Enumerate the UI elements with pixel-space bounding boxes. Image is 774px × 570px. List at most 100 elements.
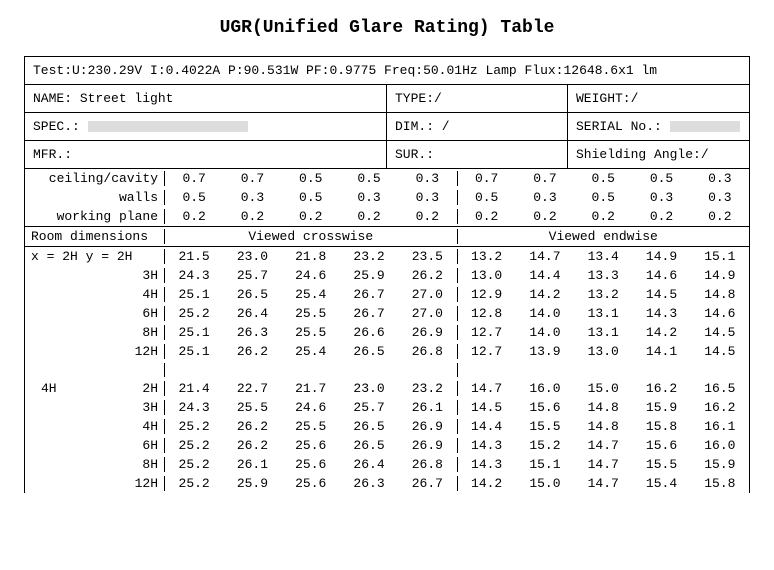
ugr-value: 15.1 [516,457,574,472]
ugr-value: 0.5 [165,190,223,205]
ugr-value: 14.5 [691,344,749,359]
ugr-value: 27.0 [398,306,456,321]
ugr-value: 12.8 [458,306,516,321]
ugr-value: 0.2 [458,209,516,224]
ugr-value: 26.7 [398,476,456,491]
ugr-value: 15.2 [516,438,574,453]
ugr-value: 25.2 [165,457,223,472]
ugr-value: 0.3 [632,190,690,205]
ugr-value: 14.5 [691,325,749,340]
ugr-value: 24.3 [165,400,223,415]
ugr-value: 26.5 [223,287,281,302]
ugr-value: 14.8 [691,287,749,302]
serial-redacted [670,121,740,132]
ugr-value: 26.8 [398,457,456,472]
name-label: NAME: [33,91,72,106]
ugr-value: 14.5 [632,287,690,302]
row-x-label [25,344,95,359]
ugr-value: 0.5 [340,171,398,186]
meta-row-2: SPEC.: DIM.: / SERIAL No.: [25,113,749,141]
ugr-value: 25.2 [165,476,223,491]
ugr-value: 14.8 [574,400,632,415]
row-y-label: 12H [95,476,164,491]
ugr-value: 26.9 [398,438,456,453]
spec-redacted [88,121,248,132]
ugr-value: 12.7 [458,325,516,340]
ugr-value: 25.6 [282,457,340,472]
ugr-value: 27.0 [398,287,456,302]
ugr-value: 13.1 [574,306,632,321]
ugr-value: 26.2 [223,419,281,434]
ugr-value: 26.5 [340,438,398,453]
ugr-table: ceiling/cavity 0.70.70.50.50.30.70.70.50… [24,169,750,493]
ugr-value: 25.4 [282,287,340,302]
ugr-value: 0.2 [398,209,456,224]
ugr-value: 26.4 [223,306,281,321]
ugr-value: 25.7 [340,400,398,415]
ugr-value: 14.7 [574,438,632,453]
ugr-value: 14.2 [632,325,690,340]
ugr-value: 0.7 [223,171,281,186]
row-xy-label: x = 2H y = 2H [25,249,165,264]
mfr-label: MFR.: [25,141,387,168]
ugr-value: 12.9 [458,287,516,302]
ugr-value: 15.5 [632,457,690,472]
row-x-label [25,287,95,302]
ugr-value: 13.2 [574,287,632,302]
ugr-value: 14.5 [458,400,516,415]
ugr-value: 0.5 [282,190,340,205]
ugr-value: 0.5 [458,190,516,205]
ugr-value: 26.2 [398,268,456,283]
ugr-value: 25.6 [282,476,340,491]
ugr-value: 16.2 [632,381,690,396]
ugr-value: 25.9 [223,476,281,491]
ugr-value: 15.6 [516,400,574,415]
test-params: Test:U:230.29V I:0.4022A P:90.531W PF:0.… [25,57,749,85]
row-x-label [25,419,95,434]
ugr-value: 26.8 [398,344,456,359]
ugr-value: 25.2 [165,419,223,434]
header-crosswise: Viewed crosswise [165,229,457,244]
ugr-value: 26.6 [340,325,398,340]
ugr-value: 16.1 [691,419,749,434]
ugr-value: 25.5 [282,306,340,321]
row-y-label: 3H [95,268,164,283]
row-y-label: 3H [95,400,164,415]
ugr-value: 0.3 [398,171,456,186]
ugr-value: 15.0 [516,476,574,491]
ugr-value: 14.9 [632,249,690,264]
row-label-working: working plane [25,209,165,224]
ugr-value: 26.4 [340,457,398,472]
ugr-value: 13.9 [516,344,574,359]
ugr-value: 13.0 [574,344,632,359]
ugr-value: 15.5 [516,419,574,434]
row-y-label: 12H [95,344,164,359]
row-x-label [25,400,95,415]
ugr-value: 16.0 [516,381,574,396]
ugr-value: 0.7 [165,171,223,186]
ugr-value: 26.2 [223,344,281,359]
ugr-value: 14.7 [516,249,574,264]
ugr-value: 25.1 [165,325,223,340]
page-title: UGR(Unified Glare Rating) Table [24,18,750,38]
ugr-value: 0.7 [458,171,516,186]
ugr-value: 0.2 [282,209,340,224]
row-y-label: 8H [95,457,164,472]
ugr-value: 16.2 [691,400,749,415]
ugr-value: 25.4 [282,344,340,359]
ugr-value: 21.7 [282,381,340,396]
ugr-value: 23.2 [340,249,398,264]
ugr-value: 14.3 [632,306,690,321]
ugr-value: 14.2 [516,287,574,302]
ugr-value: 26.7 [340,306,398,321]
ugr-value: 15.8 [691,476,749,491]
ugr-value: 14.0 [516,325,574,340]
serial-label: SERIAL No.: [576,119,662,134]
sur-label: SUR.: [387,141,568,168]
ugr-value: 25.2 [165,438,223,453]
ugr-value: 13.2 [458,249,516,264]
ugr-value: 26.5 [340,344,398,359]
row-label-roomdim: Room dimensions [25,229,165,244]
row-y-label: 4H [95,287,164,302]
meta-row-1: NAME: Street light TYPE:/ WEIGHT:/ [25,85,749,113]
